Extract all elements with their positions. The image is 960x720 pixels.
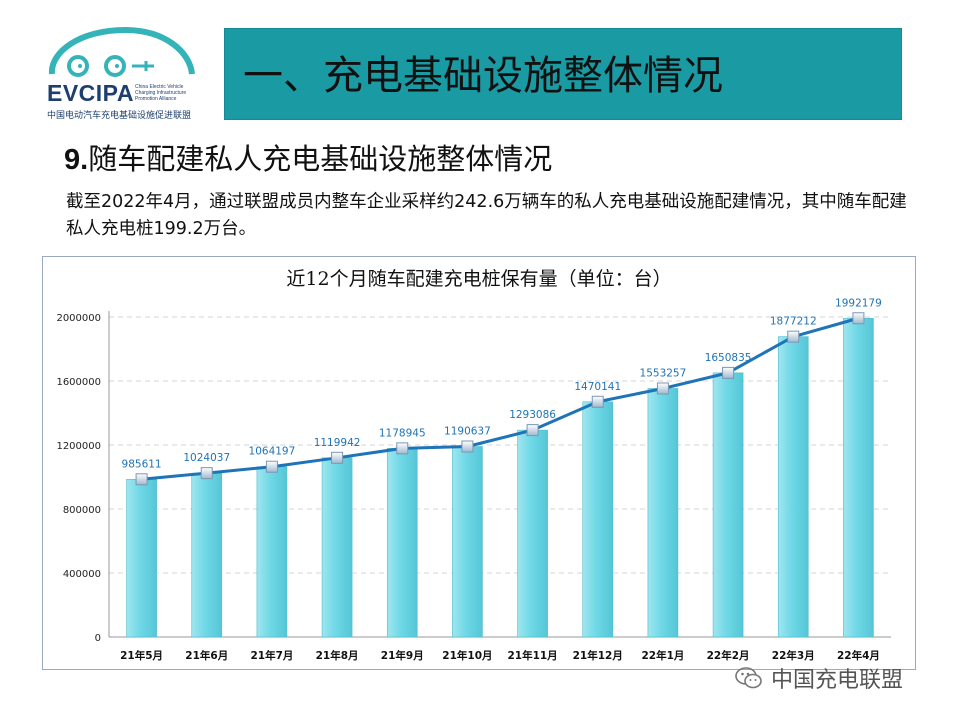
section-heading: 9.随车配建私人充电基础设施整体情况 xyxy=(64,136,552,178)
series-line xyxy=(141,316,859,481)
bar xyxy=(452,446,483,638)
line-marker xyxy=(331,451,344,464)
x-tick-label: 21年12月 xyxy=(573,649,623,662)
line-marker xyxy=(656,382,669,395)
line-marker xyxy=(200,467,213,480)
line-marker xyxy=(787,330,800,343)
x-tick-label: 22年4月 xyxy=(837,649,880,662)
data-label: 1470141 xyxy=(574,381,621,393)
x-tick-label: 21年5月 xyxy=(120,649,163,662)
section-heading-text: 随车配建私人充电基础设施整体情况 xyxy=(88,142,553,176)
line-marker xyxy=(135,473,148,486)
x-tick-label: 22年1月 xyxy=(641,649,684,662)
chart-title: 近12个月随车配建充电桩保有量（单位：台） xyxy=(286,268,671,290)
chart-container: 近12个月随车配建充电桩保有量（单位：台） 0 400000 800000 120000… xyxy=(42,256,916,670)
logo-english: China Electric Vehicle Charging Infrastr… xyxy=(135,84,187,102)
bar xyxy=(582,401,614,638)
logo xyxy=(40,22,210,122)
line-marker xyxy=(396,442,409,455)
section-paragraph: 截至2022年4月，通过联盟成员内整车企业采样约242.6万辆车的私人充电基础设… xyxy=(66,192,907,239)
page-title: 一、充电基础设施整体情况 xyxy=(243,53,723,99)
bar xyxy=(647,388,679,638)
line-marker xyxy=(722,366,735,379)
bar-line-chart: 近12个月随车配建充电桩保有量（单位：台） 0 400000 800000 120000… xyxy=(56,268,891,662)
data-label: 1064197 xyxy=(249,446,296,458)
watermark: 中国充电联盟 xyxy=(735,662,903,694)
line-marker xyxy=(461,440,474,453)
data-label: 1119942 xyxy=(314,437,361,449)
bar xyxy=(126,479,157,638)
y-tick-label: 800000 xyxy=(63,505,101,516)
bar xyxy=(321,457,353,638)
data-label: 1024037 xyxy=(183,452,230,464)
wechat-icon xyxy=(735,667,762,689)
data-label: 1650835 xyxy=(705,352,752,364)
bar xyxy=(256,466,288,638)
x-tick-label: 21年7月 xyxy=(250,649,293,662)
x-tick-label: 22年3月 xyxy=(772,649,815,662)
x-tick-label: 22年2月 xyxy=(707,649,750,662)
line-marker xyxy=(526,424,539,437)
data-label: 1992179 xyxy=(835,297,882,309)
x-tick-label: 21年6月 xyxy=(185,649,228,662)
data-label: 1190637 xyxy=(444,425,491,437)
x-tick-label: 21年9月 xyxy=(381,649,424,662)
header-banner: 一、充电基础设施整体情况 xyxy=(224,28,902,120)
data-label: 1877212 xyxy=(770,316,817,328)
data-label: 1293086 xyxy=(509,409,556,421)
y-tick-label: 1200000 xyxy=(56,441,101,452)
line-marker xyxy=(591,395,604,408)
bar xyxy=(386,448,418,638)
y-tick-label: 2000000 xyxy=(56,313,101,324)
x-tick-label: 21年10月 xyxy=(442,649,492,662)
x-tick-label: 21年11月 xyxy=(507,649,557,662)
y-tick-label: 400000 xyxy=(63,569,101,580)
watermark-text: 中国充电联盟 xyxy=(771,668,904,693)
bar xyxy=(777,336,809,638)
bar xyxy=(191,472,223,638)
bar xyxy=(712,372,744,638)
data-label: 985611 xyxy=(122,458,162,470)
x-tick-label: 21年8月 xyxy=(316,649,359,662)
line-marker xyxy=(852,312,865,325)
data-label: 1178945 xyxy=(379,427,426,439)
bar xyxy=(843,317,874,638)
bar xyxy=(517,429,548,638)
line-marker xyxy=(265,460,278,473)
logo-chinese: 中国电动汽车充电基础设施促进联盟 xyxy=(47,111,192,121)
y-tick-label: 1600000 xyxy=(56,377,101,388)
y-tick-label: 0 xyxy=(95,633,101,644)
car-plug-logo-icon xyxy=(48,26,195,77)
section-number: 9. xyxy=(64,144,89,176)
logo-abbr: EVCIPA xyxy=(47,80,134,106)
data-label: 1553257 xyxy=(640,367,687,379)
